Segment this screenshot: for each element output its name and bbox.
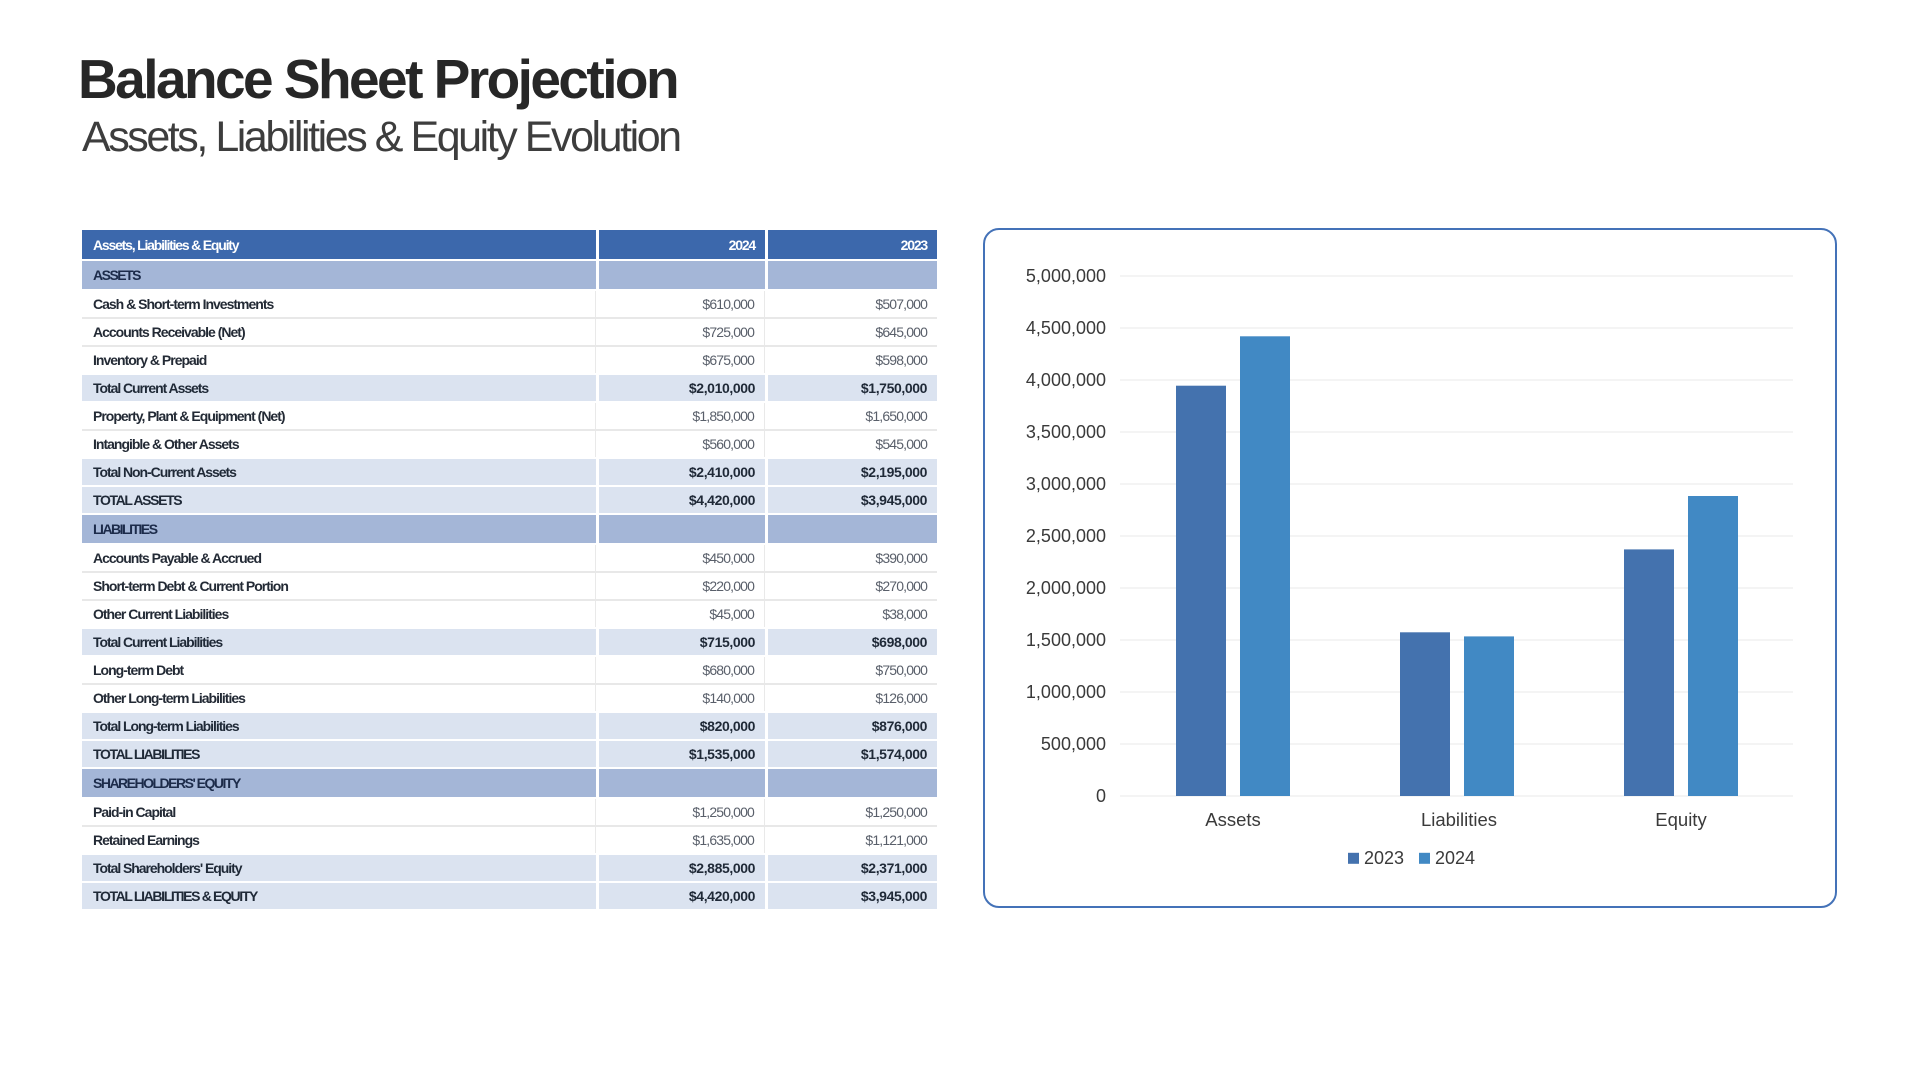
- svg-text:4,000,000: 4,000,000: [1026, 370, 1106, 390]
- svg-text:Assets: Assets: [1205, 809, 1261, 830]
- svg-text:2,500,000: 2,500,000: [1026, 526, 1106, 546]
- svg-text:2,000,000: 2,000,000: [1026, 578, 1106, 598]
- svg-text:4,500,000: 4,500,000: [1026, 318, 1106, 338]
- svg-text:1,000,000: 1,000,000: [1026, 682, 1106, 702]
- svg-text:5,000,000: 5,000,000: [1026, 266, 1106, 286]
- svg-text:Equity: Equity: [1655, 809, 1707, 830]
- svg-text:2023: 2023: [1364, 848, 1404, 868]
- svg-text:Liabilities: Liabilities: [1421, 809, 1497, 830]
- svg-text:3,000,000: 3,000,000: [1026, 474, 1106, 494]
- svg-text:0: 0: [1096, 786, 1106, 806]
- svg-text:500,000: 500,000: [1041, 734, 1106, 754]
- svg-text:2024: 2024: [1435, 848, 1475, 868]
- svg-text:3,500,000: 3,500,000: [1026, 422, 1106, 442]
- svg-text:1,500,000: 1,500,000: [1026, 630, 1106, 650]
